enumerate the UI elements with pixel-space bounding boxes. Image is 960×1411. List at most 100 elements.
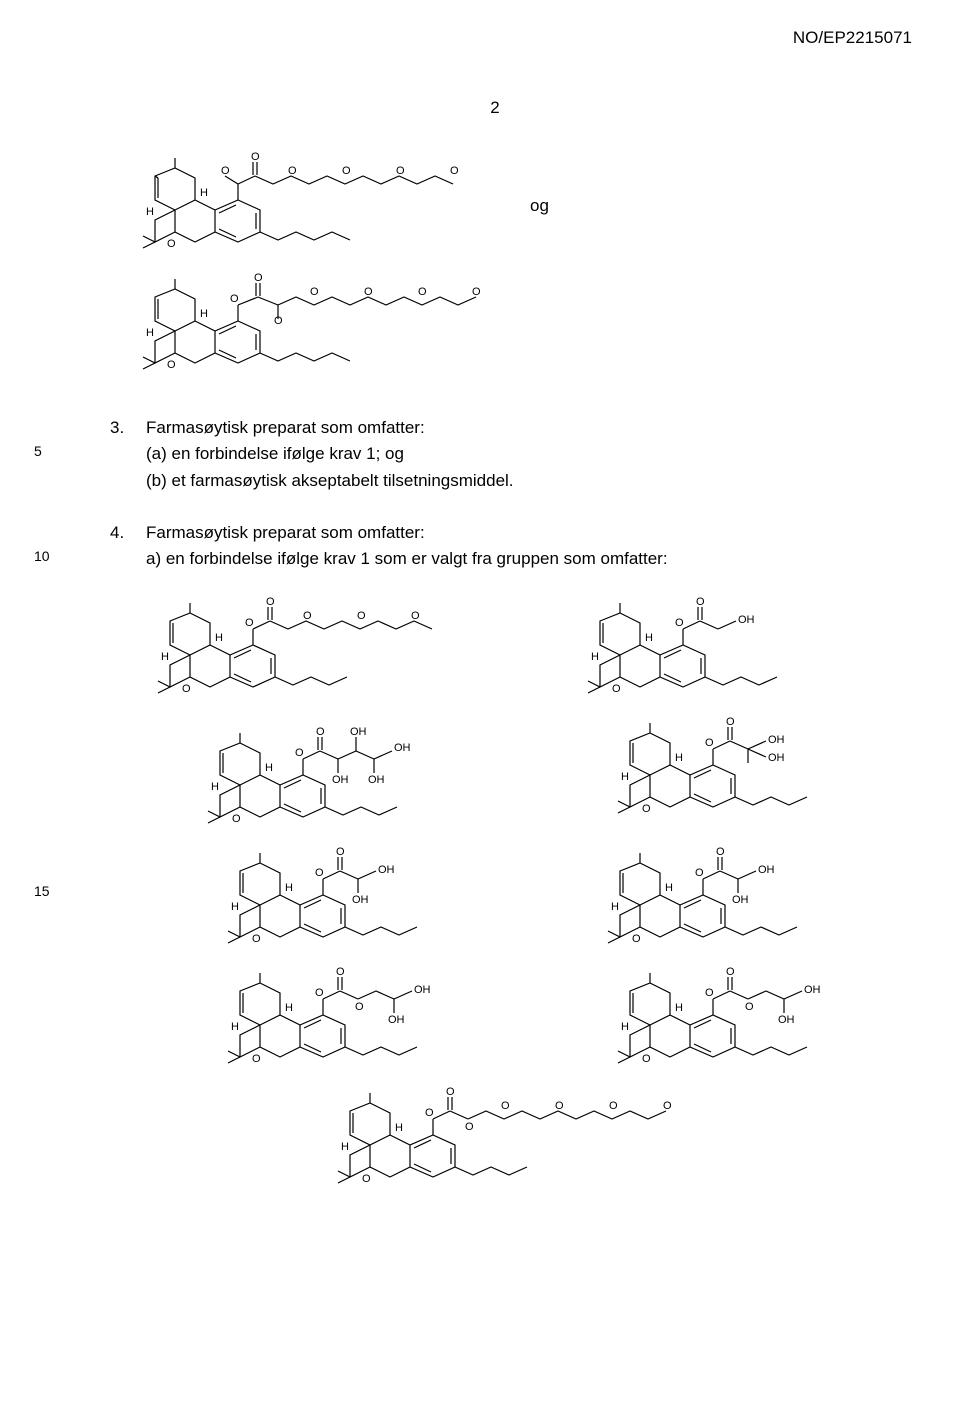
svg-text:OH: OH <box>804 984 821 996</box>
svg-text:O: O <box>252 1053 261 1065</box>
svg-text:O: O <box>315 987 324 999</box>
svg-text:O: O <box>612 683 621 695</box>
svg-text:O: O <box>336 846 345 858</box>
structure-row-4: H H O O O O OH OH <box>110 963 880 1073</box>
svg-text:O: O <box>450 165 459 177</box>
svg-text:H: H <box>146 206 154 218</box>
claim3-number: 3. <box>110 415 146 441</box>
svg-text:H: H <box>211 781 219 793</box>
svg-text:O: O <box>266 596 275 608</box>
svg-text:O: O <box>446 1086 455 1098</box>
svg-text:H: H <box>161 651 169 663</box>
svg-text:O: O <box>418 286 427 298</box>
svg-text:H: H <box>591 651 599 663</box>
svg-text:O: O <box>425 1107 434 1119</box>
svg-text:H: H <box>675 1002 683 1014</box>
svg-text:O: O <box>315 867 324 879</box>
doc-id: NO/EP2215071 <box>793 28 912 48</box>
svg-text:OH: OH <box>414 984 431 996</box>
svg-text:O: O <box>316 726 325 738</box>
svg-text:O: O <box>355 1001 364 1013</box>
structure-row-5: H H O O O O O O O O <box>110 1083 880 1193</box>
svg-text:OH: OH <box>350 726 367 738</box>
svg-text:O: O <box>695 867 704 879</box>
svg-text:O: O <box>230 293 239 305</box>
svg-text:O: O <box>609 1100 618 1112</box>
svg-text:O: O <box>336 966 345 978</box>
svg-text:O: O <box>252 933 261 945</box>
svg-text:OH: OH <box>378 864 395 876</box>
svg-text:OH: OH <box>768 752 785 764</box>
svg-text:O: O <box>295 747 304 759</box>
svg-text:O: O <box>642 1053 651 1065</box>
svg-text:O: O <box>362 1173 371 1185</box>
structure-row-2: H H O O O OH OH OH OH <box>110 713 880 833</box>
svg-text:O: O <box>254 272 263 284</box>
svg-text:O: O <box>167 238 176 250</box>
svg-text:O: O <box>663 1100 672 1112</box>
claim3-title: Farmasøytisk preparat som omfatter: <box>146 415 425 441</box>
structure-top-1: H H O O O O O O O og <box>110 148 880 263</box>
connector-og-1: og <box>530 196 549 216</box>
svg-text:OH: OH <box>352 894 369 906</box>
svg-text:H: H <box>611 901 619 913</box>
svg-text:O: O <box>555 1100 564 1112</box>
svg-text:O: O <box>675 617 684 629</box>
svg-text:O: O <box>411 610 420 622</box>
svg-text:H: H <box>231 1021 239 1033</box>
svg-text:H: H <box>621 771 629 783</box>
svg-text:OH: OH <box>768 734 785 746</box>
svg-text:O: O <box>396 165 405 177</box>
svg-text:H: H <box>265 762 273 774</box>
svg-text:OH: OH <box>778 1014 795 1026</box>
svg-text:O: O <box>303 610 312 622</box>
line-number-15: 15 <box>34 883 50 899</box>
svg-text:OH: OH <box>394 742 411 754</box>
svg-text:O: O <box>167 359 176 371</box>
claim4-title: Farmasøytisk preparat som omfatter: <box>146 520 425 546</box>
claim3-b: (b) et farmasøytisk akseptabelt tilsetni… <box>110 468 880 494</box>
svg-text:O: O <box>245 617 254 629</box>
line-number-10: 10 <box>34 548 50 564</box>
svg-text:O: O <box>274 315 283 327</box>
svg-text:H: H <box>200 187 208 199</box>
svg-text:H: H <box>621 1021 629 1033</box>
svg-text:H: H <box>285 882 293 894</box>
svg-text:H: H <box>665 882 673 894</box>
svg-text:O: O <box>705 737 714 749</box>
svg-text:OH: OH <box>388 1014 405 1026</box>
svg-text:H: H <box>285 1002 293 1014</box>
svg-text:O: O <box>501 1100 510 1112</box>
svg-text:O: O <box>632 933 641 945</box>
svg-text:O: O <box>726 966 735 978</box>
svg-text:O: O <box>364 286 373 298</box>
svg-text:H: H <box>215 632 223 644</box>
svg-text:H: H <box>231 901 239 913</box>
svg-text:OH: OH <box>738 614 755 626</box>
svg-text:OH: OH <box>332 774 349 786</box>
svg-text:O: O <box>288 165 297 177</box>
svg-text:O: O <box>310 286 319 298</box>
svg-text:O: O <box>251 151 260 163</box>
svg-text:H: H <box>341 1141 349 1153</box>
svg-text:O: O <box>221 165 230 177</box>
svg-text:H: H <box>645 632 653 644</box>
svg-text:O: O <box>705 987 714 999</box>
page-number: 2 <box>110 98 880 118</box>
svg-text:O: O <box>357 610 366 622</box>
structure-top-2: H H O O O O O O O O <box>110 269 880 389</box>
svg-text:OH: OH <box>758 864 775 876</box>
svg-text:H: H <box>395 1122 403 1134</box>
claim4-number: 4. <box>110 520 146 546</box>
svg-text:O: O <box>716 846 725 858</box>
svg-text:O: O <box>642 803 651 815</box>
structure-row-3: H H O O O OH OH <box>110 843 880 953</box>
claim4-a: a) en forbindelse ifølge krav 1 som er v… <box>110 546 880 572</box>
svg-text:O: O <box>472 286 481 298</box>
claim3-a: (a) en forbindelse ifølge krav 1; og <box>110 441 880 467</box>
svg-text:H: H <box>146 327 154 339</box>
svg-text:O: O <box>182 683 191 695</box>
svg-text:H: H <box>200 308 208 320</box>
line-number-5: 5 <box>34 443 42 459</box>
svg-text:H: H <box>675 752 683 764</box>
